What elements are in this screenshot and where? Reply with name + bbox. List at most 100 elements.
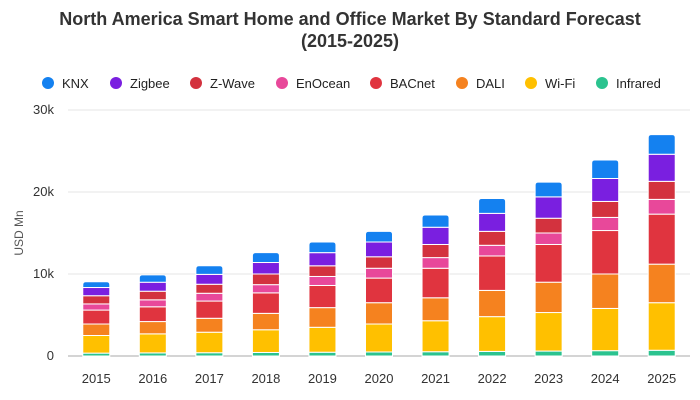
bar-infrared-2020 <box>365 351 393 357</box>
bar-infrared-2018 <box>251 351 280 357</box>
legend-swatch-wi-fi <box>525 77 537 89</box>
bar-infrared-2024 <box>591 350 620 357</box>
bar-dali-2020 <box>365 302 393 325</box>
legend-label-z-wave: Z-Wave <box>210 75 256 91</box>
bar-z-wave-2018 <box>251 273 280 286</box>
bar-dali-2024 <box>591 273 620 309</box>
legend-swatch-dali <box>456 77 468 89</box>
legend-swatch-zigbee <box>110 77 122 89</box>
bar-dali-2016 <box>138 321 167 335</box>
bar-bacnet-2021 <box>421 267 450 299</box>
x-tick-label-2018: 2018 <box>251 371 280 386</box>
bar-enocean-2025 <box>647 198 676 215</box>
x-tick-label-2019: 2019 <box>308 371 337 386</box>
legend-item-knx[interactable]: KNX <box>42 74 89 92</box>
bar-z-wave-2021 <box>421 243 450 259</box>
legend-label-dali: DALI <box>476 75 505 91</box>
bar-knx-2018 <box>251 252 280 264</box>
bar-wi-fi-2015 <box>82 335 111 354</box>
legend-label-wi-fi: Wi-Fi <box>545 75 576 91</box>
bar-wi-fi-2024 <box>591 307 620 352</box>
bar-z-wave-2016 <box>138 290 167 301</box>
x-tick-label-2021: 2021 <box>421 371 450 386</box>
bar-wi-fi-2023 <box>534 312 563 352</box>
x-tick-label-2022: 2022 <box>478 371 507 386</box>
bar-zigbee-2023 <box>534 196 563 219</box>
bar-wi-fi-2020 <box>365 323 393 353</box>
bar-zigbee-2024 <box>591 177 620 202</box>
legend-swatch-z-wave <box>190 77 202 89</box>
bar-knx-2025 <box>647 134 676 155</box>
bar-z-wave-2020 <box>365 256 393 269</box>
x-tick-label-2025: 2025 <box>647 371 676 386</box>
bar-dali-2017 <box>195 317 224 333</box>
bar-zigbee-2016 <box>138 281 167 292</box>
y-tick-label-30k: 30k <box>33 102 54 117</box>
x-tick-label-2016: 2016 <box>138 371 167 386</box>
bar-bacnet-2019 <box>308 284 337 309</box>
bar-dali-2025 <box>647 263 676 304</box>
bar-z-wave-2022 <box>478 230 507 246</box>
bar-infrared-2022 <box>478 350 507 357</box>
bar-bacnet-2023 <box>534 243 563 283</box>
bar-bacnet-2020 <box>365 277 393 304</box>
bar-z-wave-2019 <box>308 265 337 277</box>
legend-item-dali[interactable]: DALI <box>456 74 505 92</box>
bar-z-wave-2024 <box>591 200 620 218</box>
bar-bacnet-2024 <box>591 230 620 275</box>
bar-enocean-2017 <box>195 292 224 302</box>
legend-label-knx: KNX <box>62 75 89 91</box>
bar-dali-2021 <box>421 297 450 322</box>
bar-bacnet-2016 <box>138 306 167 323</box>
legend-item-enocean[interactable]: EnOcean <box>276 74 350 92</box>
bar-knx-2019 <box>308 241 337 254</box>
bar-dali-2022 <box>478 289 507 318</box>
bar-enocean-2023 <box>534 232 563 245</box>
legend-item-zigbee[interactable]: Zigbee <box>110 74 170 92</box>
x-tick-label-2017: 2017 <box>195 371 224 386</box>
y-tick-label-10k: 10k <box>33 266 54 281</box>
bar-knx-2021 <box>421 214 450 228</box>
bar-infrared-2023 <box>534 350 563 357</box>
bar-z-wave-2017 <box>195 283 224 294</box>
bar-zigbee-2017 <box>195 273 224 285</box>
bar-bacnet-2025 <box>647 213 676 265</box>
legend-item-wi-fi[interactable]: Wi-Fi <box>525 74 575 92</box>
legend-swatch-knx <box>42 77 54 89</box>
legend-item-infrared[interactable]: Infrared <box>596 74 661 92</box>
chart-title-line-2: (2015-2025) <box>300 31 400 51</box>
chart-title: North America Smart Home and Office Mark… <box>0 8 700 52</box>
bar-dali-2018 <box>251 312 280 331</box>
bar-bacnet-2018 <box>251 292 280 314</box>
bar-zigbee-2022 <box>478 212 507 232</box>
chart-title-line-1: North America Smart Home and Office Mark… <box>59 9 641 29</box>
bar-wi-fi-2018 <box>251 329 280 353</box>
legend-swatch-bacnet <box>370 77 382 89</box>
legend-label-bacnet: BACnet <box>390 75 435 91</box>
legend-label-zigbee: Zigbee <box>130 75 170 91</box>
bar-knx-2023 <box>534 181 563 198</box>
x-tick-label-2020: 2020 <box>365 371 394 386</box>
bar-knx-2024 <box>591 159 620 179</box>
bar-wi-fi-2019 <box>308 326 337 353</box>
legend-item-bacnet[interactable]: BACnet <box>370 74 435 92</box>
legend-swatch-infrared <box>596 77 608 89</box>
bar-dali-2023 <box>534 281 563 314</box>
bar-wi-fi-2025 <box>647 302 676 351</box>
bar-enocean-2018 <box>251 284 280 294</box>
bar-zigbee-2020 <box>365 241 393 258</box>
bar-z-wave-2023 <box>534 217 563 234</box>
bar-enocean-2022 <box>478 244 507 257</box>
bar-dali-2019 <box>308 307 337 328</box>
bar-wi-fi-2021 <box>421 320 450 353</box>
bar-z-wave-2015 <box>82 295 111 305</box>
y-axis-title: USD Mn <box>12 210 26 255</box>
bar-knx-2016 <box>138 274 167 283</box>
bar-enocean-2015 <box>82 303 111 311</box>
bar-dali-2015 <box>82 323 111 336</box>
legend-item-z-wave[interactable]: Z-Wave <box>190 74 255 92</box>
bar-enocean-2020 <box>365 267 393 279</box>
bar-infrared-2021 <box>421 351 450 357</box>
